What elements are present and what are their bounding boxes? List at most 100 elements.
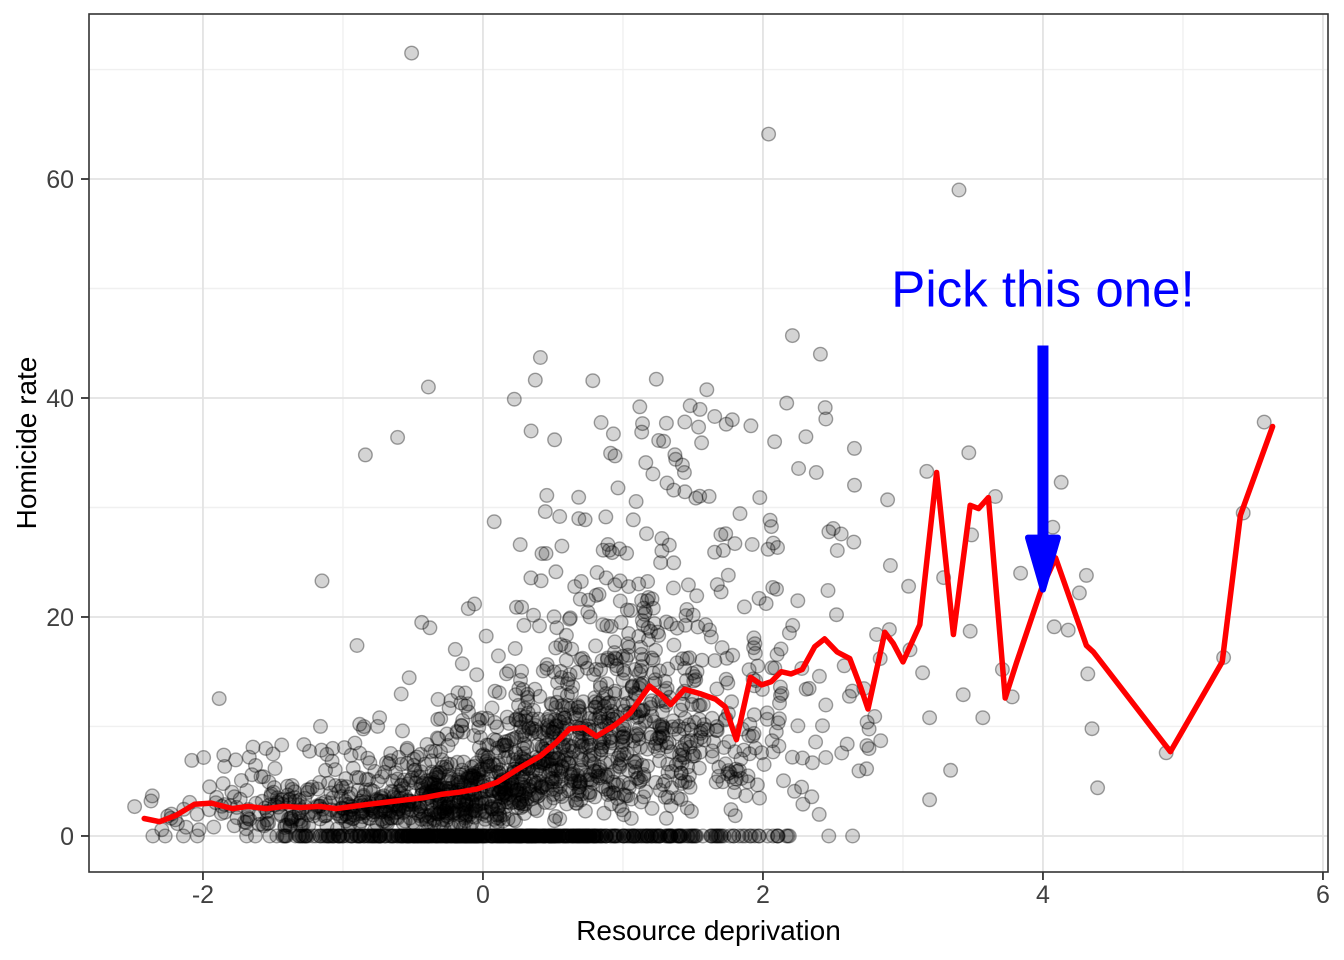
data-point [491, 786, 507, 802]
data-point [477, 762, 493, 778]
data-point [473, 790, 489, 806]
data-point [709, 681, 725, 697]
data-point [484, 828, 500, 844]
data-point [596, 698, 612, 714]
data-point [677, 414, 693, 430]
data-point [955, 687, 971, 703]
data-point [489, 810, 505, 826]
data-point [444, 820, 460, 836]
data-point [216, 747, 232, 763]
data-point [469, 771, 485, 787]
data-point [410, 768, 426, 784]
data-point [601, 695, 617, 711]
data-point [645, 466, 661, 482]
data-point [491, 685, 507, 701]
data-point [829, 607, 845, 623]
data-point [433, 744, 449, 760]
data-point [453, 695, 469, 711]
data-point [572, 828, 588, 844]
data-point [606, 828, 622, 844]
data-point [617, 665, 633, 681]
data-point [606, 763, 622, 779]
data-point [727, 536, 743, 552]
data-point [633, 772, 649, 788]
data-point [811, 806, 827, 822]
data-point [215, 776, 231, 792]
data-point [284, 781, 300, 797]
data-point [798, 429, 814, 445]
data-point [367, 763, 383, 779]
data-point [189, 828, 205, 844]
data-point [656, 433, 672, 449]
data-point [689, 664, 705, 680]
data-point [631, 576, 647, 592]
data-point [279, 817, 295, 833]
data-point [605, 426, 621, 442]
data-point [621, 626, 637, 642]
data-point [630, 727, 646, 743]
data-point [345, 811, 361, 827]
data-point [539, 487, 555, 503]
data-point [1090, 780, 1106, 796]
data-point [638, 784, 654, 800]
data-point [380, 816, 396, 832]
data-point [668, 757, 684, 773]
data-point [820, 583, 836, 599]
data-point [564, 828, 580, 844]
data-point [776, 773, 792, 789]
data-point [637, 606, 653, 622]
data-point [696, 732, 712, 748]
data-point [564, 641, 580, 657]
data-point [417, 828, 433, 844]
data-point [680, 774, 696, 790]
data-point [628, 828, 644, 844]
data-point [825, 521, 841, 537]
data-point [308, 828, 324, 844]
data-point [549, 694, 565, 710]
data-point [454, 828, 470, 844]
data-point [524, 828, 540, 844]
data-point [727, 744, 743, 760]
data-point [433, 804, 449, 820]
data-point [445, 803, 461, 819]
data-point [412, 828, 428, 844]
data-point [519, 739, 535, 755]
data-point [518, 713, 534, 729]
data-point [633, 646, 649, 662]
data-point [654, 717, 670, 733]
data-point [742, 828, 758, 844]
data-point [922, 792, 938, 808]
data-point [277, 817, 293, 833]
data-point [608, 777, 624, 793]
data-point [388, 805, 404, 821]
data-point [495, 813, 511, 829]
data-point [516, 780, 532, 796]
data-point [420, 828, 436, 844]
data-point [438, 828, 454, 844]
data-point [639, 526, 655, 542]
data-point [687, 669, 703, 685]
data-point [632, 828, 648, 844]
data-point [453, 816, 469, 832]
data-point [480, 828, 496, 844]
data-point [599, 618, 615, 634]
data-point [880, 492, 896, 508]
data-point [459, 828, 475, 844]
data-point [631, 709, 647, 725]
data-point [578, 739, 594, 755]
data-point [691, 698, 707, 714]
data-point [304, 779, 320, 795]
data-point [630, 828, 646, 844]
data-point [765, 828, 781, 844]
data-point [589, 828, 605, 844]
data-point [366, 828, 382, 844]
data-point [509, 828, 525, 844]
data-point [429, 828, 445, 844]
data-point [715, 774, 731, 790]
data-point [466, 758, 482, 774]
data-point [511, 680, 527, 696]
data-point [524, 828, 540, 844]
data-point [582, 711, 598, 727]
data-point [746, 707, 762, 723]
data-point [726, 828, 742, 844]
